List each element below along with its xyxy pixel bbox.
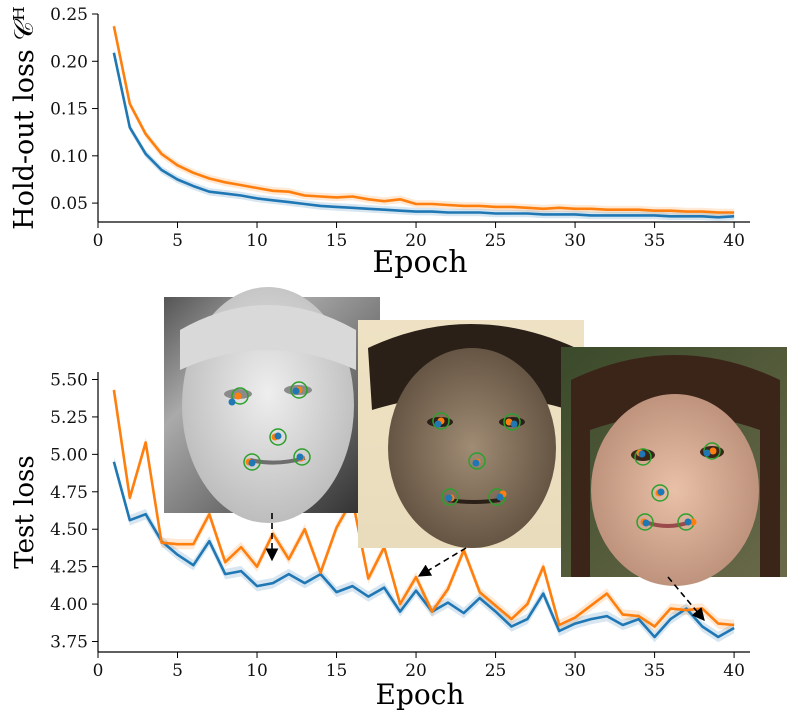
sample-face-image-3 [561, 347, 787, 586]
top-series-line-blue [112, 52, 735, 219]
face-1-hair [180, 305, 356, 370]
top-y-tick-label: 0.10 [50, 147, 88, 167]
landmark-point [296, 453, 304, 461]
landmark-ring [432, 412, 450, 430]
sample-face-image-1 [164, 287, 380, 523]
bottom-y-tick-label: 5.00 [50, 445, 88, 465]
top-x-tick-label: 20 [405, 231, 427, 251]
face-1-landmarks [228, 381, 311, 471]
landmark-point [434, 420, 442, 428]
bottom-y-tick-label: 4.50 [50, 520, 88, 540]
landmark-ring [243, 453, 261, 471]
landmark-ring [703, 442, 721, 460]
bottom-x-tick-label: 25 [485, 661, 507, 681]
bottom-series-line-orange [112, 389, 735, 628]
top-y-tick-label: 0.15 [50, 100, 88, 120]
landmark-point [234, 392, 242, 400]
landmark-point [445, 494, 453, 502]
landmark-ring [636, 513, 654, 531]
arrow-face-2 [417, 547, 467, 577]
bottom-x-tick-label: 5 [172, 661, 183, 681]
bottom-y-tick-label: 4.25 [50, 558, 88, 578]
bottom-x-tick-label: 30 [564, 661, 586, 681]
bottom-y-axis-label: Test loss [10, 455, 40, 568]
landmark-point [709, 447, 717, 455]
bottom-orange-confidence-band [113, 384, 735, 632]
face-2-skin [388, 348, 556, 548]
landmark-ring [269, 428, 287, 446]
landmark-ring [651, 484, 669, 502]
landmark-ring [468, 452, 486, 470]
landmark-ring [231, 387, 249, 405]
bottom-y-tick-label: 4.00 [50, 595, 88, 615]
bottom-x-tick-label: 0 [93, 661, 104, 681]
sample-face-image-2 [358, 320, 584, 548]
top-y-tick-label: 0.25 [50, 5, 88, 25]
landmark-point [657, 488, 665, 496]
bottom-x-tick-label: 40 [723, 661, 745, 681]
top-blue-confidence-band [113, 49, 735, 222]
landmark-point [689, 518, 697, 526]
top-x-tick-label: 15 [326, 231, 348, 251]
bottom-y-tick-label: 4.75 [50, 483, 88, 503]
landmark-ring [293, 448, 311, 466]
top-x-tick-label: 5 [172, 231, 183, 251]
landmark-ring [290, 381, 308, 399]
landmark-ring [634, 448, 652, 466]
test-loss-chart: 0 5 10 15 20 25 30 35 40 3.75 4.00 4.25 4.50 4.75 5.00… [10, 370, 750, 711]
top-x-axis-label: Epoch [372, 245, 467, 280]
holdout-loss-chart: 0 5 10 15 20 25 30 35 40 0.05 0.10 0.15 0.20 0.25 Epo… [9, 5, 750, 280]
bottom-y-tick-label: 3.75 [50, 633, 88, 653]
landmark-point [703, 449, 711, 457]
landmark-point [638, 450, 646, 458]
top-x-tick-label: 40 [723, 231, 745, 251]
bottom-y-tick-label: 5.25 [50, 408, 88, 428]
landmark-point [510, 420, 518, 428]
landmark-point [642, 519, 650, 527]
top-series-line-orange [112, 26, 735, 214]
face-3-skin [591, 394, 759, 586]
top-x-tick-label: 0 [93, 231, 104, 251]
bottom-x-tick-label: 15 [326, 661, 348, 681]
face-3-landmarks [634, 442, 721, 531]
landmark-point [684, 518, 692, 526]
face-3-hair [571, 355, 780, 577]
bottom-blue-confidence-band [113, 456, 735, 643]
landmark-ring [503, 413, 521, 431]
top-y-axis-label: Hold-out loss 𝒞ᴴ [9, 6, 40, 230]
landmark-point [496, 493, 504, 501]
top-x-tick-label: 10 [246, 231, 268, 251]
landmark-ring [441, 488, 459, 506]
bottom-x-axis-label: Epoch [376, 678, 465, 711]
bottom-x-tick-label: 10 [246, 661, 268, 681]
top-x-tick-label: 35 [644, 231, 666, 251]
top-y-tick-label: 0.05 [50, 194, 88, 214]
bottom-x-tick-label: 35 [644, 661, 666, 681]
landmark-ring [488, 488, 506, 506]
face-2-landmarks [432, 412, 521, 506]
landmark-point [228, 398, 236, 406]
top-x-tick-label: 25 [485, 231, 507, 251]
landmark-point [472, 459, 480, 467]
bottom-x-tick-label: 20 [405, 661, 427, 681]
landmark-point [248, 459, 256, 467]
annotation-arrows [265, 513, 705, 621]
landmark-point [292, 387, 300, 395]
landmark-point [274, 432, 282, 440]
top-y-tick-label: 0.20 [50, 52, 88, 72]
top-x-tick-label: 30 [564, 231, 586, 251]
bottom-series-line-blue [112, 461, 735, 639]
bottom-y-tick-label: 5.50 [50, 370, 88, 390]
